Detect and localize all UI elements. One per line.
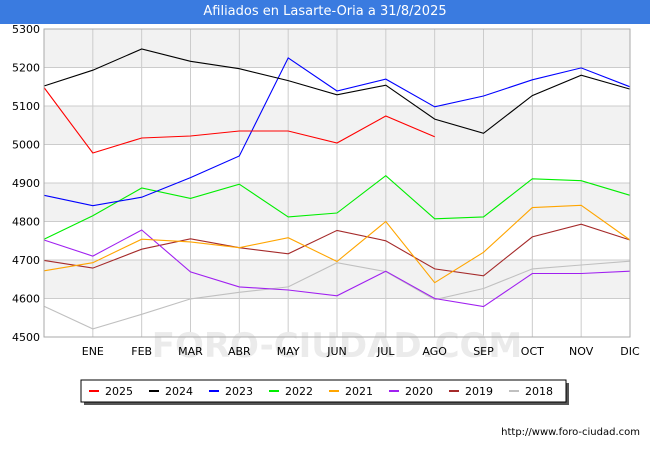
y-tick-label: 4500 — [12, 331, 40, 344]
chart-title: Afiliados en Lasarte-Oria a 31/8/2025 — [203, 4, 447, 19]
y-tick-label: 4800 — [12, 216, 40, 229]
series-line-2020 — [43, 229, 631, 308]
y-tick-label: 4600 — [12, 293, 40, 306]
watermark: FORO-CIUDAD.COM — [152, 326, 523, 366]
series-line-2021 — [43, 204, 631, 284]
x-tick-label: SEP — [473, 345, 494, 358]
legend-label: 2022 — [285, 385, 313, 398]
x-tick-label: ABR — [228, 345, 251, 358]
y-tick-label: 5000 — [12, 139, 40, 152]
series-line-2018 — [43, 260, 631, 330]
legend-label: 2023 — [225, 385, 253, 398]
footer-url: http://www.foro-ciudad.com — [501, 427, 640, 438]
x-tick-label: MAR — [178, 345, 203, 358]
series-line-2019 — [43, 223, 631, 277]
plot-frame — [43, 28, 631, 338]
legend-label: 2025 — [105, 385, 133, 398]
series-line-2023 — [43, 57, 631, 207]
legend-label: 2021 — [345, 385, 373, 398]
x-tick-label: FEB — [131, 345, 152, 358]
legend-label: 2019 — [465, 385, 493, 398]
legend-label: 2024 — [165, 385, 193, 398]
x-tick-label: ENE — [82, 345, 104, 358]
title-bar — [0, 0, 650, 24]
x-tick-label: JUL — [376, 345, 395, 358]
legend-box — [80, 379, 567, 403]
series-line-2022 — [43, 174, 631, 240]
x-tick-label: DIC — [620, 345, 640, 358]
y-tick-label: 5100 — [12, 100, 40, 113]
series-line-2024 — [43, 48, 631, 134]
legend-label: 2020 — [405, 385, 433, 398]
x-tick-label: JUN — [326, 345, 347, 358]
x-tick-label: OCT — [521, 345, 544, 358]
y-tick-label: 4900 — [12, 177, 40, 190]
y-tick-label: 5200 — [12, 62, 40, 75]
x-tick-label: MAY — [277, 345, 300, 358]
x-tick-label: NOV — [569, 345, 594, 358]
series-line-2025 — [43, 87, 435, 154]
y-tick-label: 4700 — [12, 254, 40, 267]
legend-label: 2018 — [525, 385, 553, 398]
y-tick-label: 5300 — [12, 23, 40, 36]
x-tick-label: AGO — [422, 345, 447, 358]
